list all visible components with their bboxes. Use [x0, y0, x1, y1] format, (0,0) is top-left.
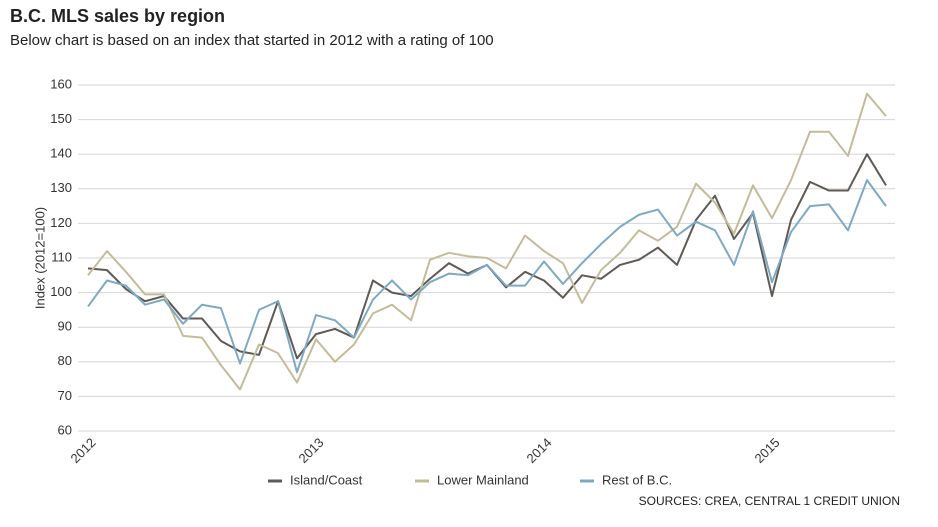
x-tick-label: 2015 — [751, 435, 782, 466]
y-tick-label: 110 — [51, 249, 72, 264]
x-tick-label: 2013 — [295, 435, 326, 466]
y-axis-label: Index (2012=100) — [32, 207, 47, 309]
y-tick-label: 120 — [50, 215, 72, 230]
x-tick-label: 2012 — [67, 435, 98, 466]
y-tick-label: 160 — [50, 76, 72, 91]
legend-label: Rest of B.C. — [602, 472, 672, 487]
legend-label: Island/Coast — [290, 472, 363, 487]
y-tick-label: 60 — [58, 422, 72, 437]
y-tick-label: 130 — [50, 180, 72, 195]
y-tick-label: 140 — [50, 146, 72, 161]
y-tick-label: 90 — [58, 319, 72, 334]
x-tick-label: 2014 — [523, 435, 554, 466]
source: SOURCES: CREA, CENTRAL 1 CREDIT UNION — [639, 494, 900, 508]
chart-title: B.C. MLS sales by region — [10, 6, 225, 26]
series-line — [87, 179, 887, 374]
y-tick-label: 70 — [58, 388, 72, 403]
series-line — [87, 92, 887, 391]
y-tick-label: 150 — [50, 111, 72, 126]
chart-subtitle: Below chart is based on an index that st… — [10, 32, 494, 49]
legend-label: Lower Mainland — [437, 472, 529, 487]
y-tick-label: 80 — [58, 353, 72, 368]
series-line — [87, 153, 887, 360]
y-tick-label: 100 — [50, 284, 72, 299]
